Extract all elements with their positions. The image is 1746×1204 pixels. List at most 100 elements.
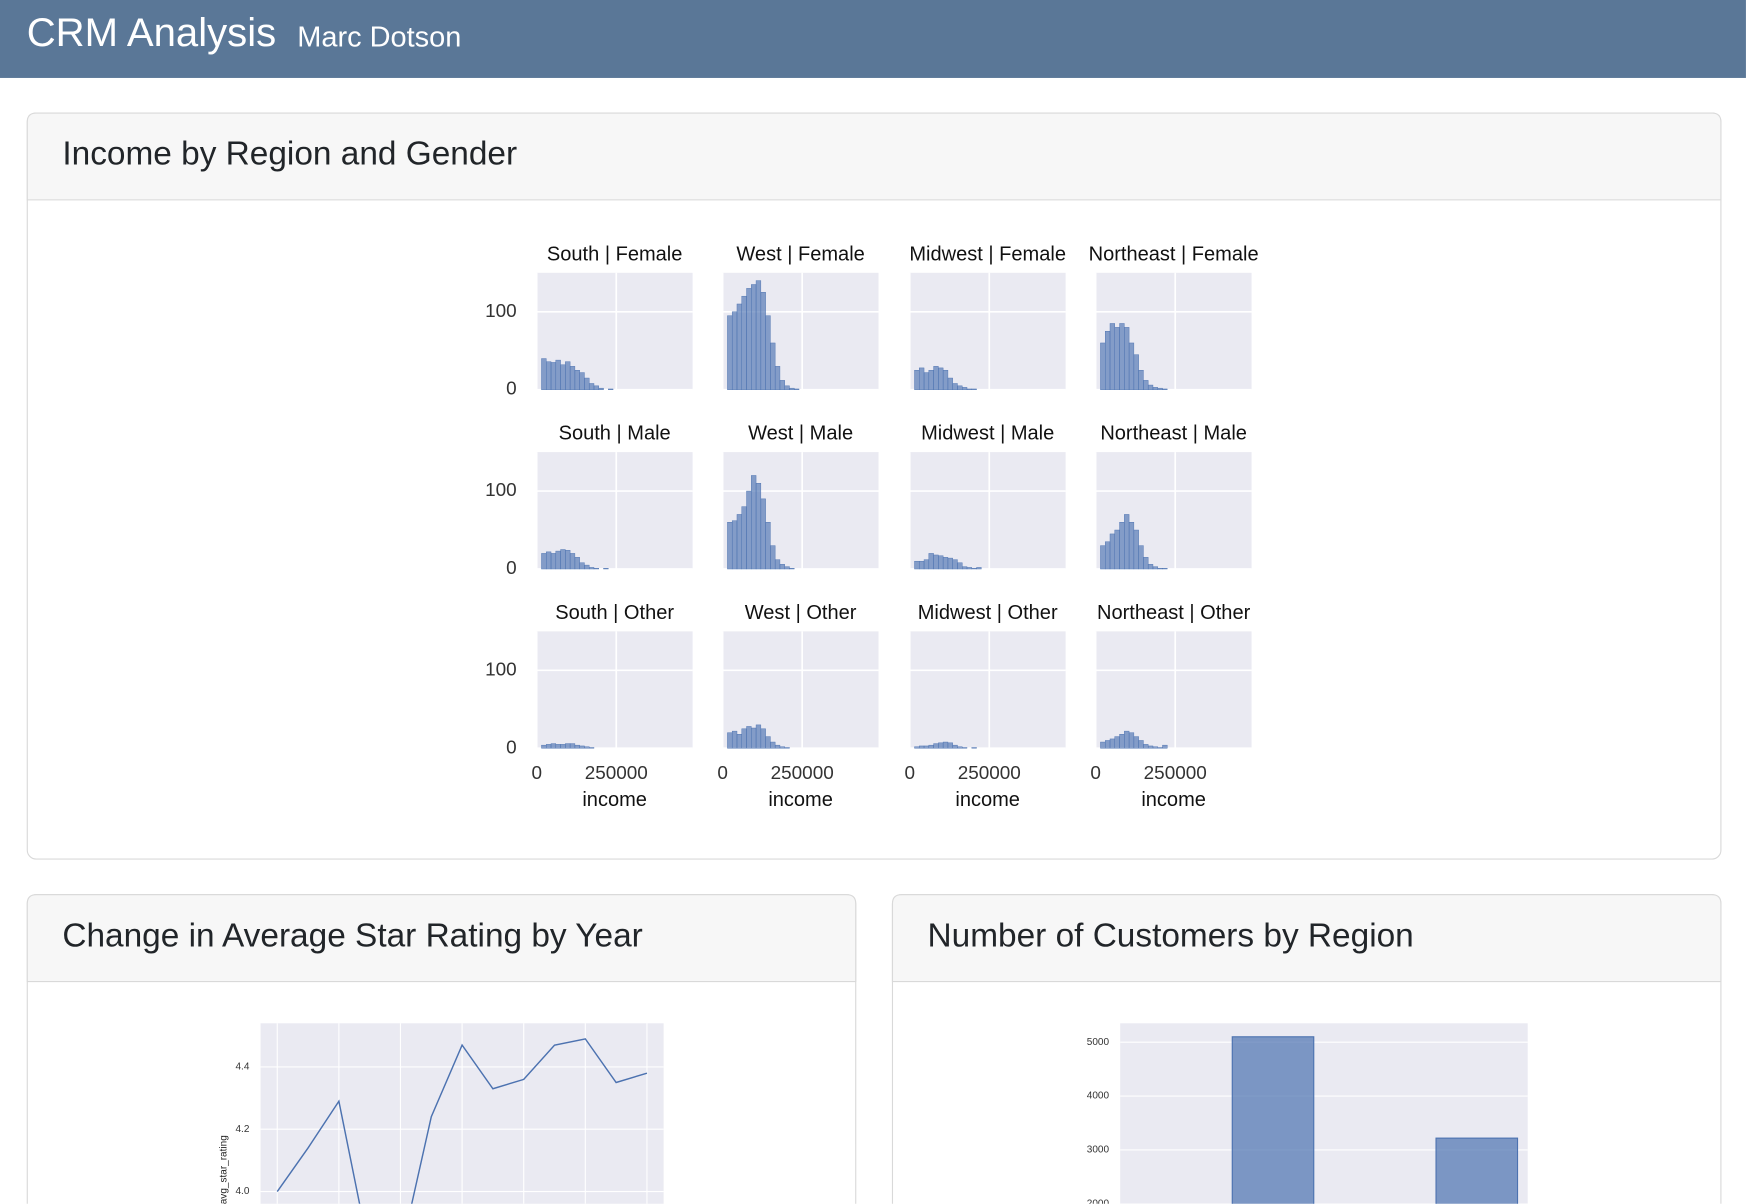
histogram-bar bbox=[1138, 740, 1144, 749]
histogram-bar bbox=[731, 730, 738, 749]
histogram-bar bbox=[574, 744, 580, 749]
histogram-bar bbox=[1157, 747, 1163, 749]
histogram-bar bbox=[751, 727, 757, 749]
histogram-bar bbox=[741, 728, 747, 749]
histogram-bar bbox=[546, 361, 552, 390]
histogram-bar bbox=[541, 553, 547, 570]
panel-title: Northeast | Female bbox=[1089, 243, 1259, 265]
histogram-bar bbox=[947, 557, 953, 570]
histogram-bar bbox=[736, 734, 742, 749]
histogram-bar bbox=[746, 726, 752, 749]
histogram-bar bbox=[928, 370, 934, 390]
histogram-bar bbox=[770, 342, 776, 390]
histogram-bar bbox=[550, 362, 557, 390]
y-tick-label: 4000 bbox=[1087, 1091, 1110, 1102]
panel-title: South | Other bbox=[555, 602, 674, 624]
histogram-bar bbox=[565, 550, 571, 570]
histogram-bar bbox=[952, 383, 958, 390]
histogram-bar bbox=[957, 385, 963, 390]
x-axis-label: income bbox=[955, 789, 1020, 811]
y-tick-label: 0 bbox=[506, 737, 517, 758]
panel-title: West | Other bbox=[745, 602, 857, 624]
x-axis-label: income bbox=[1141, 789, 1206, 811]
histogram-bar bbox=[971, 388, 977, 390]
histogram-bar bbox=[1114, 529, 1120, 570]
histogram-bar bbox=[942, 557, 949, 570]
histogram-bar bbox=[593, 567, 599, 570]
app-title[interactable]: CRM Analysis bbox=[27, 11, 276, 55]
histogram-bar bbox=[784, 566, 790, 570]
histogram-bar bbox=[1105, 331, 1111, 390]
histogram-bar bbox=[755, 724, 762, 749]
histogram-bar bbox=[962, 747, 968, 749]
histogram-bar bbox=[1133, 736, 1139, 749]
histogram-bar bbox=[741, 295, 747, 390]
histogram-bar bbox=[1109, 323, 1115, 390]
histogram-bar bbox=[971, 747, 977, 749]
card-header bbox=[26, 894, 857, 983]
histogram-bar bbox=[779, 380, 785, 390]
histogram-bar bbox=[765, 736, 771, 749]
y-tick-label: 4.0 bbox=[235, 1186, 249, 1197]
histogram-bar bbox=[541, 744, 547, 749]
x-tick-label: 250000 bbox=[771, 763, 834, 784]
histogram-bar bbox=[579, 562, 585, 570]
y-tick-label: 4.4 bbox=[235, 1062, 249, 1073]
histogram-bar bbox=[914, 370, 920, 390]
histogram-bar bbox=[555, 550, 561, 570]
card-header bbox=[891, 894, 1722, 983]
histogram-bar bbox=[933, 554, 939, 570]
y-tick-label: 100 bbox=[485, 480, 517, 501]
histogram-bar bbox=[1124, 730, 1130, 749]
histogram-bar bbox=[1157, 387, 1163, 390]
histogram-bar bbox=[1162, 744, 1168, 749]
card-title: Income by Region and Gender bbox=[62, 136, 517, 173]
histogram-bar bbox=[779, 564, 785, 570]
histogram-bar bbox=[588, 567, 595, 570]
histogram-bar bbox=[760, 728, 766, 749]
histogram-bar bbox=[560, 364, 566, 390]
histogram-bar bbox=[569, 366, 576, 390]
histogram-bar bbox=[588, 383, 595, 390]
histogram-bar bbox=[1162, 567, 1168, 570]
histogram-bar bbox=[579, 745, 585, 749]
histogram-bar bbox=[914, 560, 920, 570]
histogram-bar bbox=[942, 741, 949, 749]
x-tick-label: 0 bbox=[531, 763, 542, 784]
histogram-bar bbox=[784, 385, 790, 390]
histogram-bar bbox=[569, 553, 576, 570]
histogram-bar bbox=[1162, 388, 1168, 390]
histogram-bar bbox=[1109, 738, 1115, 749]
histogram-bar bbox=[731, 520, 738, 570]
histogram-bar bbox=[588, 747, 595, 749]
histogram-bar bbox=[928, 744, 934, 749]
histogram-bar bbox=[794, 388, 800, 390]
histogram-bar bbox=[976, 567, 982, 570]
histogram-bar bbox=[947, 377, 953, 390]
panel-background bbox=[1095, 631, 1252, 749]
x-axis-label: income bbox=[582, 789, 647, 811]
histogram-bar bbox=[1109, 533, 1115, 570]
histogram-bar bbox=[1114, 327, 1120, 390]
histogram-bar bbox=[919, 367, 925, 390]
histogram-bar bbox=[746, 490, 752, 570]
histogram-bar bbox=[923, 559, 930, 570]
histogram-bar bbox=[1143, 744, 1149, 749]
histogram-bar bbox=[727, 315, 733, 390]
histogram-bar bbox=[565, 743, 571, 749]
histogram-bar bbox=[584, 377, 590, 390]
histogram-bar bbox=[774, 559, 781, 570]
histogram-bar bbox=[741, 506, 747, 570]
histogram-bar bbox=[774, 366, 781, 390]
histogram-bar bbox=[579, 372, 585, 390]
x-axis-label: income bbox=[768, 789, 833, 811]
histogram-bar bbox=[584, 564, 590, 570]
histogram-bar bbox=[1100, 545, 1106, 570]
histogram-bar bbox=[560, 549, 566, 570]
histogram-bar bbox=[1119, 734, 1125, 749]
histogram-bar bbox=[727, 732, 733, 749]
histogram-bar bbox=[765, 522, 771, 570]
histogram-bar bbox=[574, 370, 580, 390]
